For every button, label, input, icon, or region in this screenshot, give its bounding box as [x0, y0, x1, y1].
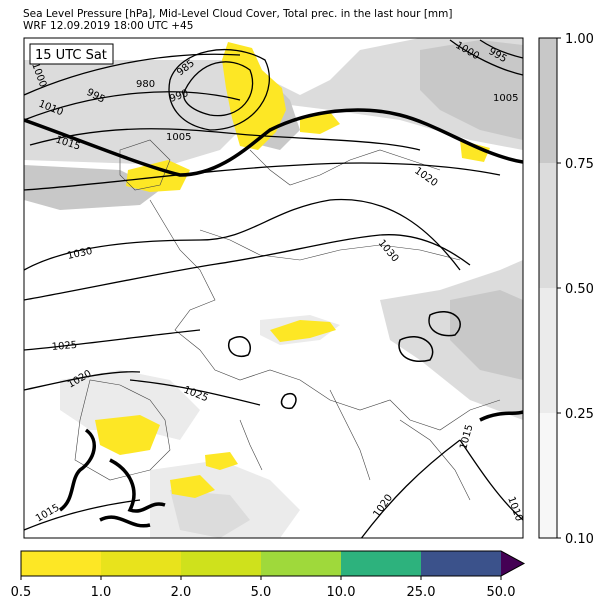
precip-extend-arrow: [501, 551, 524, 576]
chart-title: Sea Level Pressure [hPa], Mid-Level Clou…: [23, 8, 453, 20]
cloud-colorbar: 1.00 0.75 0.50 0.25 0.10: [538, 32, 594, 547]
coastlines: [74, 139, 501, 501]
isobar-label: 1030: [66, 246, 93, 262]
precip-tick: 1.0: [91, 585, 112, 600]
cloud-tick: 0.50: [565, 282, 594, 297]
precip-tick: 5.0: [251, 585, 272, 600]
precip-tick: 0.5: [11, 585, 32, 600]
isobar-label: 980: [136, 79, 155, 90]
cloud-tick: 0.25: [565, 407, 594, 422]
isobar-label: 1005: [493, 93, 518, 104]
precip-band-1: [21, 551, 101, 576]
isobar-label: 1025: [51, 340, 77, 353]
precip-tick: 2.0: [171, 585, 192, 600]
precip-band-2: [101, 551, 181, 576]
isobar-small-rings: [228, 311, 461, 410]
precip-tick: 10.0: [327, 585, 356, 600]
precip-tick: 25.0: [407, 585, 436, 600]
precip-band-3: [181, 551, 261, 576]
precip-band-4: [261, 551, 341, 576]
precip-tick: 50.0: [487, 585, 516, 600]
precip-colorbar: 0.5 1.0 2.0 5.0 10.0 25.0 50.0: [11, 550, 526, 600]
cloud-tick: 0.75: [565, 157, 594, 172]
cloud-band-2: [539, 163, 557, 288]
isobar-label: 1005: [166, 132, 191, 143]
time-box: 15 UTC Sat: [29, 43, 114, 65]
precip-band-5: [341, 551, 421, 576]
precip-layer: [95, 42, 490, 498]
isobar-1015: [24, 108, 523, 528]
map-frame: [23, 37, 524, 539]
cloud-tick: 1.00: [565, 32, 594, 47]
cloud-band-3: [539, 288, 557, 413]
cloud-band-1: [539, 38, 557, 163]
precip-band-6: [421, 551, 501, 576]
cloud-tick: 0.10: [565, 532, 594, 547]
time-label: 15 UTC Sat: [35, 48, 107, 63]
cloud-band-4: [539, 413, 557, 538]
chart-subtitle: WRF 12.09.2019 18:00 UTC +45: [23, 20, 194, 32]
isobars: [24, 39, 523, 538]
